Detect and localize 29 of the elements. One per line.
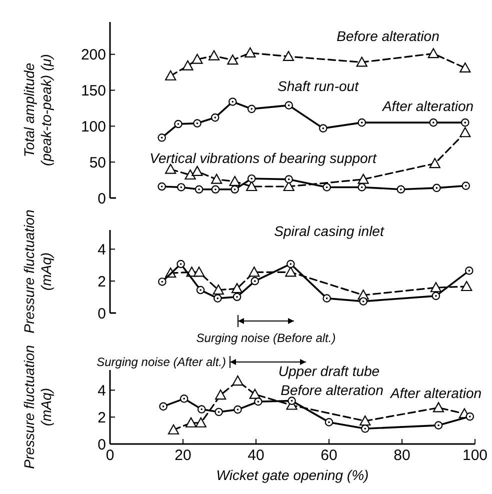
y-tick-label: 4 [98,382,106,400]
y-axis-title: Total amplitude (peak-to-peak) (μ) [21,54,54,166]
y-tick-label: 0 [98,190,106,208]
chart-title: Upper draft tube [278,363,380,379]
y-tick-label: 100 [80,118,106,136]
y-tick-label: 50 [89,154,106,172]
y-tick-label: 0 [98,305,106,322]
y-axis-title: Pressure fluctuation (mAq) [21,344,54,469]
y-tick-label: 2 [98,409,106,426]
x-tick-label: 60 [320,447,338,464]
text: Surging noise (After alt.) [96,355,226,370]
x-tick-label: 80 [394,447,410,464]
y-tick-label: 4 [98,241,106,258]
y-tick-label: 200 [80,46,106,64]
annotation: Before alteration [336,28,440,44]
y-tick-label: 150 [80,82,106,100]
chart-title: Spiral casing inlet [274,223,385,239]
annotation: After alteration [381,98,474,114]
annotation: After alteration [389,384,482,401]
x-tick-label: 40 [248,447,264,464]
y-axis-title: Pressure fluctuation (mAq) [21,209,54,334]
annotation: Shaft run-out [278,78,360,94]
annotation: Before alteration [280,382,384,398]
x-axis-title: Wicket gate opening (%) [216,467,369,483]
x-tick-label: 100 [462,447,488,464]
x-tick-label: 20 [174,447,192,464]
text: Surging noise (Before alt.) [196,331,336,346]
annotation: Vertical vibrations of bearing support [150,150,378,166]
y-tick-label: 2 [98,273,106,290]
